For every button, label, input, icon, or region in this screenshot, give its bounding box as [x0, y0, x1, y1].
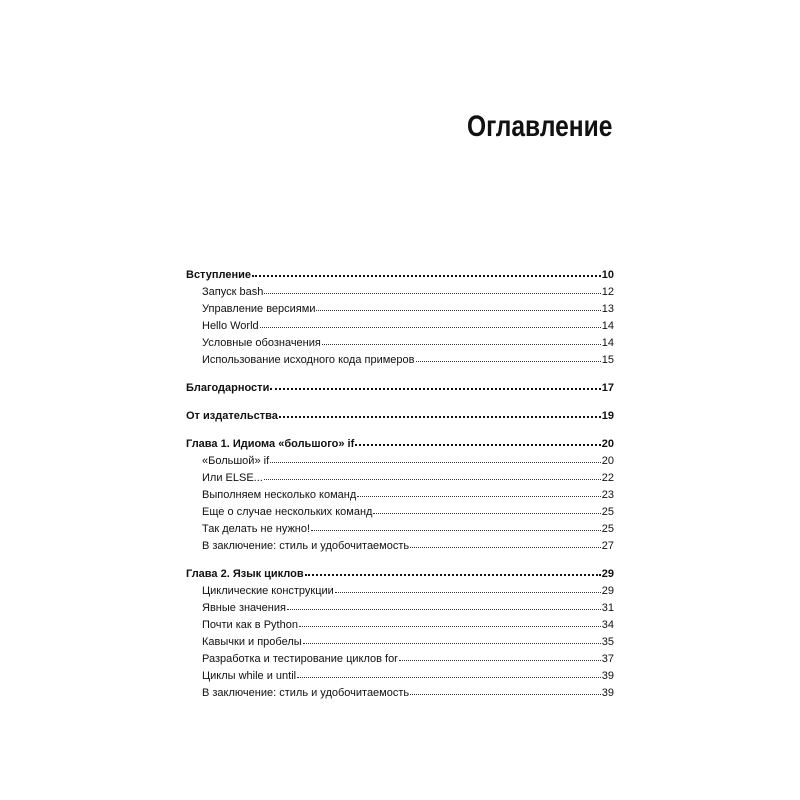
page-number: 20 [601, 438, 614, 450]
entry-title: Вступление [186, 269, 251, 281]
page-number: 20 [601, 455, 614, 467]
toc-section: От издательства 19 [186, 408, 614, 425]
page-number: 25 [601, 523, 614, 535]
toc-section-entry[interactable]: Вступление 10 [186, 267, 614, 284]
toc-subsection-entry[interactable]: Явные значения 31 [186, 600, 614, 617]
dot-leader [311, 530, 601, 531]
toc-subsection-entry[interactable]: Кавычки и пробелы 35 [186, 634, 614, 651]
dot-leader [334, 592, 601, 593]
dot-leader [321, 344, 601, 345]
page-number: 15 [601, 354, 614, 366]
toc-subsection-entry[interactable]: Условные обозначения 14 [186, 335, 614, 352]
toc-subsection-entry[interactable]: Hello World 14 [186, 318, 614, 335]
page-number: 39 [601, 670, 614, 682]
table-of-contents: Вступление 10 Запуск bash 12 Управление верс… [186, 267, 614, 702]
dot-leader [357, 496, 601, 497]
page-number: 37 [601, 653, 614, 665]
toc-subsection-entry[interactable]: Циклические конструкции 29 [186, 583, 614, 600]
entry-title: Управление версиями [202, 303, 316, 315]
entry-title: Циклы while и until [202, 670, 297, 682]
toc-section: Благодарности 17 [186, 380, 614, 397]
toc-section-entry[interactable]: От издательства 19 [186, 408, 614, 425]
entry-title: Условные обозначения [202, 337, 321, 349]
page-number: 35 [601, 636, 614, 648]
dot-leader [373, 513, 601, 514]
entry-title: Глава 2. Язык циклов [186, 568, 304, 580]
dot-leader [398, 660, 601, 661]
dot-leader [355, 444, 601, 446]
toc-subsection-entry[interactable]: Так делать не нужно! 25 [186, 521, 614, 538]
dot-leader [410, 547, 601, 548]
entry-title: Глава 1. Идиома «большого» if [186, 438, 355, 450]
toc-subsection-entry[interactable]: Использование исходного кода примеров 15 [186, 352, 614, 369]
dot-leader [298, 626, 601, 627]
entry-title: Почти как в Python [202, 619, 298, 631]
toc-section-entry[interactable]: Глава 1. Идиома «большого» if 20 [186, 436, 614, 453]
page-number: 29 [601, 568, 614, 580]
page-number: 29 [601, 585, 614, 597]
toc-subsection-entry[interactable]: Управление версиями 13 [186, 301, 614, 318]
toc-subsection-entry[interactable]: В заключение: стиль и удобочитаемость 39 [186, 685, 614, 702]
entry-title: Так делать не нужно! [202, 523, 311, 535]
page-number: 14 [601, 320, 614, 332]
entry-title: Использование исходного кода примеров [202, 354, 415, 366]
page-number: 39 [601, 687, 614, 699]
toc-subsection-entry[interactable]: Запуск bash 12 [186, 284, 614, 301]
toc-subsection-entry[interactable]: «Большой» if 20 [186, 453, 614, 470]
page-title: Оглавление [466, 110, 612, 143]
entry-title: «Большой» if [202, 455, 270, 467]
page-number: 12 [601, 286, 614, 298]
entry-title: Или ELSE... [202, 472, 263, 484]
entry-title: Циклические конструкции [202, 585, 334, 597]
entry-title: В заключение: стиль и удобочитаемость [202, 687, 410, 699]
dot-leader [270, 388, 601, 390]
page-number: 25 [601, 506, 614, 518]
page-number: 19 [601, 410, 614, 422]
dot-leader [302, 643, 601, 644]
toc-subsection-entry[interactable]: Или ELSE... 22 [186, 470, 614, 487]
entry-title: Явные значения [202, 602, 286, 614]
dot-leader [251, 275, 601, 277]
dot-leader [286, 609, 601, 610]
page-number: 22 [601, 472, 614, 484]
toc-subsection-entry[interactable]: Еще о случае нескольких команд 25 [186, 504, 614, 521]
toc-section-entry[interactable]: Благодарности 17 [186, 380, 614, 397]
entry-title: Благодарности [186, 382, 270, 394]
entry-title: От издательства [186, 410, 278, 422]
dot-leader [263, 479, 601, 480]
dot-leader [297, 677, 601, 678]
toc-section: Глава 1. Идиома «большого» if 20 «Большой»… [186, 436, 614, 555]
entry-title: В заключение: стиль и удобочитаемость [202, 540, 410, 552]
entry-title: Разработка и тестирование циклов for [202, 653, 398, 665]
dot-leader [259, 327, 601, 328]
page-number: 13 [601, 303, 614, 315]
page-number: 17 [601, 382, 614, 394]
page-number: 23 [601, 489, 614, 501]
entry-title: Hello World [202, 320, 259, 332]
dot-leader [415, 361, 601, 362]
entry-title: Кавычки и пробелы [202, 636, 302, 648]
dot-leader [264, 293, 601, 294]
dot-leader [304, 574, 601, 576]
page-number: 10 [601, 269, 614, 281]
dot-leader [278, 416, 601, 418]
entry-title: Еще о случае нескольких команд [202, 506, 373, 518]
entry-title: Запуск bash [202, 286, 264, 298]
page-number: 14 [601, 337, 614, 349]
toc-section-entry[interactable]: Глава 2. Язык циклов 29 [186, 566, 614, 583]
toc-section: Вступление 10 Запуск bash 12 Управление верс… [186, 267, 614, 369]
entry-title: Выполняем несколько команд [202, 489, 357, 501]
toc-subsection-entry[interactable]: Циклы while и until 39 [186, 668, 614, 685]
page-number: 34 [601, 619, 614, 631]
toc-subsection-entry[interactable]: В заключение: стиль и удобочитаемость 27 [186, 538, 614, 555]
page-number: 27 [601, 540, 614, 552]
toc-subsection-entry[interactable]: Выполняем несколько команд 23 [186, 487, 614, 504]
toc-subsection-entry[interactable]: Почти как в Python 34 [186, 617, 614, 634]
dot-leader [316, 310, 601, 311]
page-number: 31 [601, 602, 614, 614]
toc-subsection-entry[interactable]: Разработка и тестирование циклов for 37 [186, 651, 614, 668]
dot-leader [270, 462, 601, 463]
toc-section: Глава 2. Язык циклов 29 Циклические констр… [186, 566, 614, 702]
dot-leader [410, 694, 601, 695]
